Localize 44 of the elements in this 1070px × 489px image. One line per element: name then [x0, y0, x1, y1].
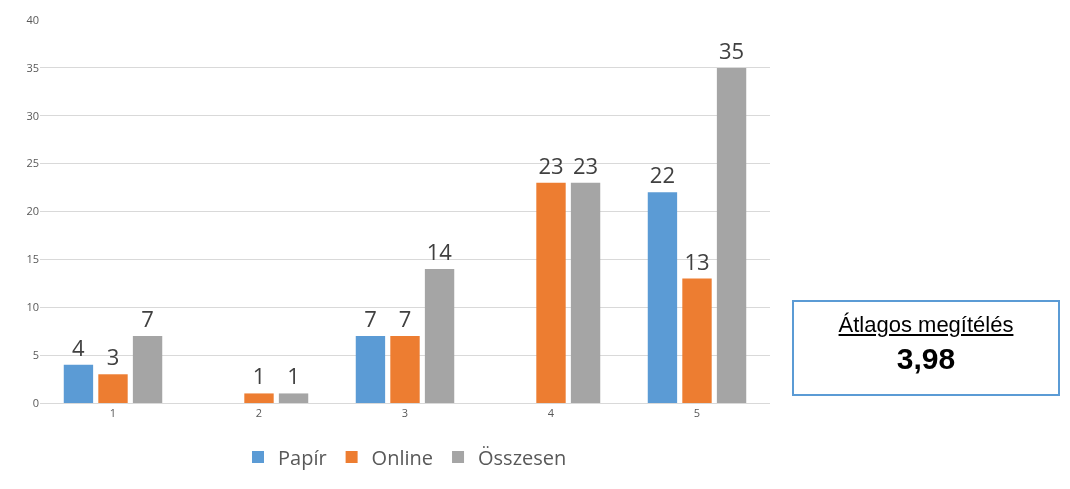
- legend-label: Papír: [278, 443, 327, 471]
- data-label: 22: [649, 159, 676, 190]
- y-tick-label: 5: [32, 346, 39, 362]
- y-tick-label: 10: [26, 299, 39, 315]
- bar: [536, 182, 566, 403]
- data-label: 4: [71, 331, 85, 362]
- bar: [716, 67, 747, 403]
- data-label: 1: [252, 360, 266, 391]
- data-label: 35: [718, 34, 745, 65]
- data-label: 13: [684, 245, 710, 276]
- bar: [244, 393, 274, 403]
- bar: [647, 192, 678, 403]
- x-tick-label: 3: [401, 405, 409, 421]
- bar: [355, 335, 386, 403]
- x-tick-label: 4: [547, 405, 555, 421]
- data-label: 7: [364, 302, 377, 333]
- bar: [390, 335, 420, 403]
- bar: [682, 278, 712, 403]
- data-label: 14: [426, 235, 453, 266]
- y-tick-label: 40: [26, 11, 39, 27]
- data-label: 7: [398, 302, 412, 333]
- y-tick-label: 25: [26, 155, 39, 171]
- text-box: Átlagos megítélés 3,98: [792, 300, 1060, 396]
- y-tick-label: 0: [32, 394, 39, 410]
- y-tick-label: 30: [26, 107, 39, 123]
- data-label: 7: [141, 302, 154, 333]
- y-tick-label: 15: [26, 251, 39, 267]
- data-label: 3: [106, 341, 120, 372]
- x-tick-label: 5: [693, 405, 701, 421]
- data-label: 23: [572, 149, 599, 180]
- bar: [570, 182, 601, 403]
- bar: [63, 364, 94, 403]
- y-tick-label: 20: [26, 203, 39, 219]
- bar: [424, 268, 455, 403]
- bar: [98, 374, 128, 403]
- data-label: 1: [287, 360, 300, 391]
- data-label: 23: [538, 149, 564, 180]
- x-tick-label: 1: [109, 405, 117, 421]
- bar: [278, 393, 309, 403]
- y-tick-label: 35: [26, 59, 39, 75]
- bar: [132, 335, 163, 403]
- x-tick-label: 2: [255, 405, 263, 421]
- legend-label: Összesen: [478, 443, 567, 471]
- legend-label: Online: [371, 443, 434, 471]
